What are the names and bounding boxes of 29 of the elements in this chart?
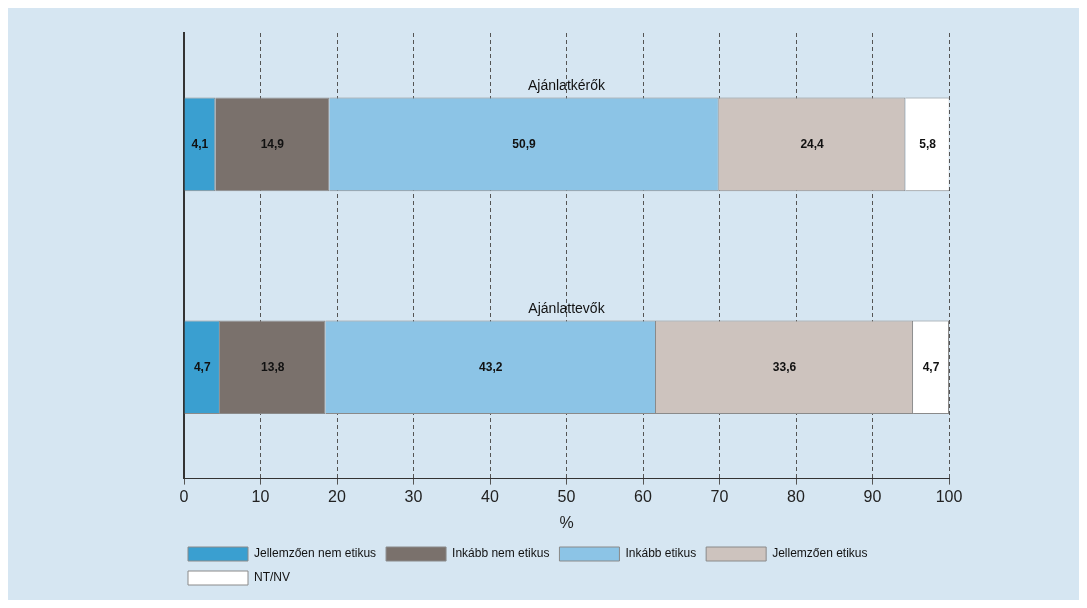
y-tick-label: Ajánlatkérők: [527, 77, 607, 94]
data-label: 50,9: [512, 136, 537, 151]
x-axis-title: %: [559, 513, 574, 531]
x-tick-label: 40: [481, 487, 499, 505]
x-tick-label: 70: [710, 487, 729, 505]
x-tick-label: 0: [179, 487, 189, 505]
y-tick-label: Ajánlattevők: [528, 300, 606, 317]
x-tick-label: 20: [328, 487, 346, 505]
data-label: 33,6: [772, 359, 797, 374]
data-label: 14,9: [260, 136, 285, 151]
legend-label: Jellemzően nem etikus: [254, 546, 377, 561]
data-label: 4,1: [191, 136, 209, 151]
legend-label: Jellemzően etikus: [772, 546, 868, 561]
legend-label: Inkább nem etikus: [452, 546, 550, 561]
data-label: 4,7: [193, 359, 211, 374]
x-tick-label: 90: [863, 487, 882, 505]
x-tick-label: 50: [557, 487, 576, 505]
data-label: 43,2: [479, 359, 503, 374]
data-label: 24,4: [800, 136, 825, 151]
x-tick-label: 80: [787, 487, 805, 505]
data-label: 5,8: [919, 136, 937, 151]
data-label: 4,7: [922, 359, 940, 374]
legend-label: NT/NV: [254, 570, 290, 585]
x-tick-label: 10: [251, 487, 270, 505]
x-tick-label: 100: [935, 487, 963, 505]
legend-label: Inkább etikus: [625, 546, 697, 561]
x-tick-label: 30: [404, 487, 423, 505]
x-tick-label: 60: [634, 487, 652, 505]
data-label: 13,8: [261, 359, 285, 374]
